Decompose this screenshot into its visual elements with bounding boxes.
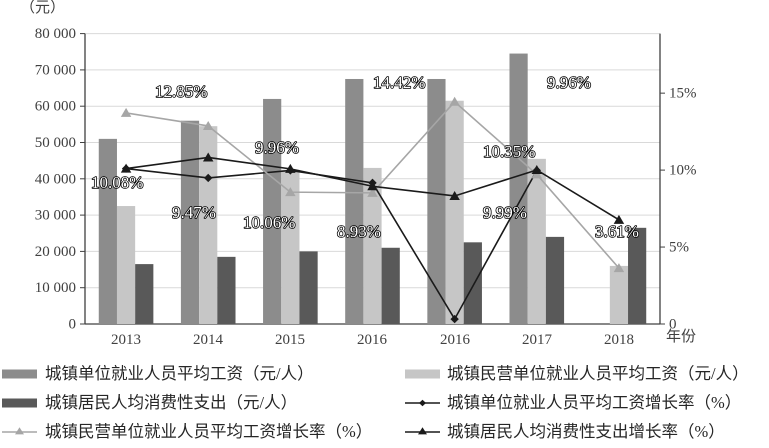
svg-text:城镇单位就业人员平均工资（元/人）: 城镇单位就业人员平均工资（元/人） bbox=[45, 364, 314, 383]
svg-text:城镇居民人均消费性支出（元/人）: 城镇居民人均消费性支出（元/人） bbox=[45, 393, 297, 412]
svg-text:城镇单位就业人员平均工资增长率（%）: 城镇单位就业人员平均工资增长率（%） bbox=[447, 393, 741, 412]
svg-text:10.08%: 10.08% bbox=[91, 173, 143, 192]
svg-text:城镇居民人均消费性支出增长率（%）: 城镇居民人均消费性支出增长率（%） bbox=[447, 422, 725, 441]
svg-text:15%: 15% bbox=[669, 86, 697, 102]
svg-text:70 000: 70 000 bbox=[35, 62, 76, 78]
svg-text:城镇民营单位就业人员平均工资（元/人）: 城镇民营单位就业人员平均工资（元/人） bbox=[447, 364, 749, 383]
svg-text:2016: 2016 bbox=[440, 332, 471, 348]
svg-text:（元）: （元） bbox=[20, 0, 65, 16]
svg-text:9.96%: 9.96% bbox=[255, 138, 299, 157]
svg-text:5%: 5% bbox=[669, 240, 689, 256]
svg-text:2014: 2014 bbox=[193, 332, 224, 348]
svg-text:2015: 2015 bbox=[275, 332, 305, 348]
svg-text:10.35%: 10.35% bbox=[483, 142, 535, 161]
svg-text:10 000: 10 000 bbox=[35, 280, 76, 296]
svg-text:60 000: 60 000 bbox=[35, 99, 76, 115]
svg-text:2018: 2018 bbox=[604, 332, 634, 348]
svg-text:20 000: 20 000 bbox=[35, 244, 76, 260]
svg-text:2013: 2013 bbox=[111, 332, 141, 348]
svg-text:年份: 年份 bbox=[666, 328, 696, 345]
svg-text:2016: 2016 bbox=[357, 332, 388, 348]
svg-text:10.06%: 10.06% bbox=[243, 213, 295, 232]
svg-text:2017: 2017 bbox=[522, 332, 553, 348]
svg-text:12.85%: 12.85% bbox=[155, 82, 207, 101]
svg-text:50 000: 50 000 bbox=[35, 135, 76, 151]
svg-text:9.96%: 9.96% bbox=[547, 73, 591, 92]
svg-text:8.93%: 8.93% bbox=[337, 222, 381, 241]
svg-text:10%: 10% bbox=[669, 163, 697, 179]
svg-text:40 000: 40 000 bbox=[35, 171, 76, 187]
svg-text:9.47%: 9.47% bbox=[172, 203, 216, 222]
svg-text:30 000: 30 000 bbox=[35, 208, 76, 224]
svg-text:9.99%: 9.99% bbox=[483, 203, 527, 222]
svg-text:0: 0 bbox=[69, 317, 77, 333]
svg-text:14.42%: 14.42% bbox=[373, 73, 425, 92]
svg-text:3.61%: 3.61% bbox=[595, 222, 639, 241]
svg-text:城镇民营单位就业人员平均工资增长率（%）: 城镇民营单位就业人员平均工资增长率（%） bbox=[45, 422, 372, 441]
svg-text:80 000: 80 000 bbox=[35, 26, 76, 42]
